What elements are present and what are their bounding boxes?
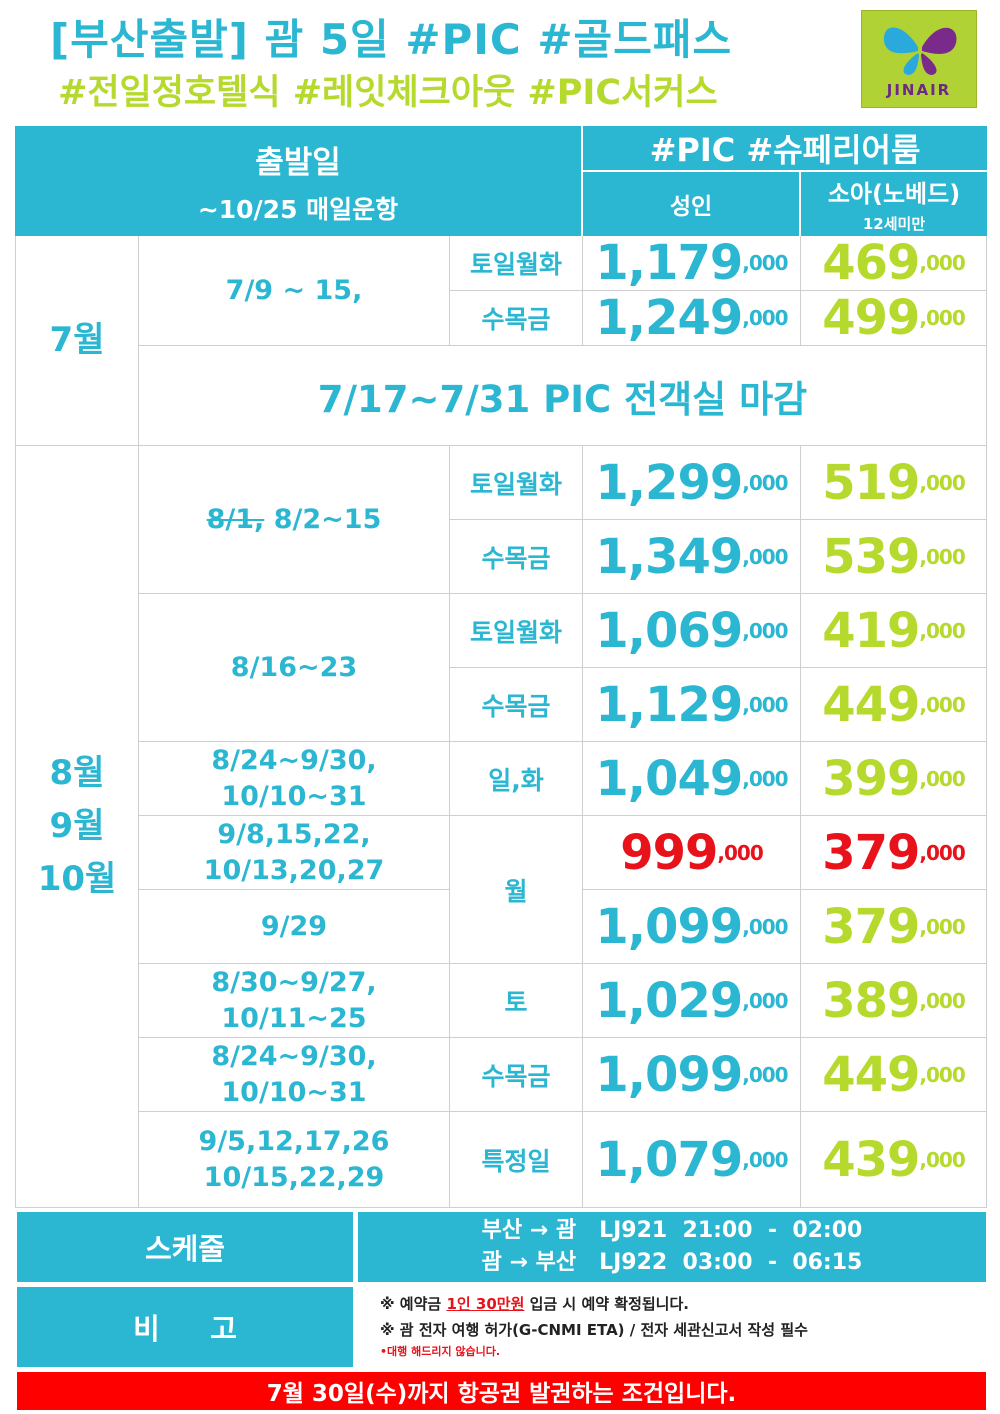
row-days: 수목금 (450, 1038, 583, 1112)
july-days-2: 수목금 (450, 291, 583, 346)
row-days: 토 (450, 964, 583, 1038)
row-dates: 8/24~9/30, 10/10~31 (139, 1038, 450, 1112)
row-child-special: 379,000 (801, 816, 987, 890)
struck-date: 8/1, (206, 503, 265, 535)
butterfly-icon (883, 27, 957, 75)
child-label: 소아(노베드) (827, 180, 961, 208)
july-adult-2: 1,249,000 (583, 290, 801, 346)
logo-text: JINAIR (886, 81, 952, 99)
g2-adult-2: 1,129,000 (583, 668, 801, 742)
child-header: 소아(노베드) 12세미만 (801, 172, 987, 236)
schedule-label: 스케줄 (17, 1212, 353, 1282)
departure-sub: ~10/25 매일운항 (197, 194, 399, 224)
remarks-notes: ※ 예약금 1인 30만원 입금 시 예약 확정됩니다. ※ 괌 전자 여행 허… (358, 1287, 986, 1367)
month-aug-sep-oct: 8월 9월 10월 (15, 446, 139, 1208)
g2-child-2: 449,000 (801, 668, 987, 742)
row-child: 449,000 (801, 1038, 987, 1112)
row-days: 특정일 (450, 1112, 583, 1208)
july-child-1: 469,000 (801, 235, 987, 291)
schedule-info: 부산 → 괌 LJ921 21:00 - 02:00 괌 → 부산 LJ922 … (358, 1212, 986, 1282)
schedule-outbound: 부산 → 괌 LJ921 21:00 - 02:00 (481, 1218, 863, 1244)
row-days: 일,화 (450, 742, 583, 816)
row-dates-specific: 9/5,12,17,26 10/15,22,29 (139, 1112, 450, 1208)
row-adult: 1,099,000 (583, 1038, 801, 1112)
g2-child-1: 419,000 (801, 594, 987, 668)
group1-range: 8/1, 8/2~15 (139, 446, 450, 594)
ticketing-deadline-notice: 7월 30일(수)까지 항공권 발권하는 조건입니다. (17, 1372, 986, 1410)
g1-adult-2: 1,349,000 (583, 520, 801, 594)
note-agency: •대행 해드리지 않습니다. (380, 1344, 501, 1358)
g1-adult-1: 1,299,000 (583, 446, 801, 520)
child-sub: 12세미만 (862, 215, 926, 233)
july-adult-1: 1,179,000 (583, 235, 801, 291)
month-july: 7월 (15, 236, 139, 446)
monday-label: 월 (450, 816, 583, 964)
row-dates: 9/8,15,22, 10/13,20,27 (139, 816, 450, 890)
schedule-return: 괌 → 부산 LJ922 03:00 - 06:15 (481, 1250, 863, 1275)
note-deposit: ※ 예약금 1인 30만원 입금 시 예약 확정됩니다. (380, 1295, 689, 1313)
row-adult-special: 999,000 (583, 816, 801, 890)
july-range: 7/9 ~ 15, (139, 236, 450, 346)
row-adult: 1,099,000 (583, 890, 801, 964)
note-eta: ※ 괌 전자 여행 허가(G-CNMI ETA) / 전자 세관신고서 작성 필… (380, 1321, 808, 1340)
remarks-label: 비 고 (17, 1287, 353, 1367)
g1-days-2: 수목금 (450, 520, 583, 594)
row-adult: 1,079,000 (583, 1112, 801, 1208)
july-closed-notice: 7/17~7/31 PIC 전객실 마감 (139, 346, 987, 446)
room-type-header: #PIC #슈페리어룸 (583, 126, 987, 172)
departure-label: 출발일 (255, 144, 341, 181)
row-dates: 8/24~9/30, 10/10~31 (139, 742, 450, 816)
group2-range: 8/16~23 (139, 594, 450, 742)
july-days-1: 토일월화 (450, 236, 583, 291)
jinair-logo: JINAIR (861, 10, 977, 108)
month-line-aug: 8월 (49, 753, 105, 794)
g2-adult-1: 1,069,000 (583, 594, 801, 668)
row-dates: 8/30~9/27, 10/11~25 (139, 964, 450, 1038)
row-child: 439,000 (801, 1112, 987, 1208)
g1-child-2: 539,000 (801, 520, 987, 594)
row-adult: 1,049,000 (583, 742, 801, 816)
adult-header: 성인 (583, 172, 801, 236)
g1-days-1: 토일월화 (450, 446, 583, 520)
july-child-2: 499,000 (801, 290, 987, 346)
g2-days-1: 토일월화 (450, 594, 583, 668)
departure-header: 출발일 ~10/25 매일운항 (15, 126, 583, 236)
month-line-sep: 9월 (49, 806, 105, 847)
page-title: [부산출발] 괌 5일 #PIC #골드패스 (50, 15, 733, 64)
page-subtitle: #전일정호텔식 #레잇체크아웃 #PIC서커스 (58, 73, 718, 113)
row-child: 389,000 (801, 964, 987, 1038)
g1-child-1: 519,000 (801, 446, 987, 520)
row-dates: 9/29 (139, 890, 450, 964)
g2-days-2: 수목금 (450, 668, 583, 742)
row-adult: 1,029,000 (583, 964, 801, 1038)
row-child: 379,000 (801, 890, 987, 964)
row-child: 399,000 (801, 742, 987, 816)
month-line-oct: 10월 (37, 858, 117, 899)
